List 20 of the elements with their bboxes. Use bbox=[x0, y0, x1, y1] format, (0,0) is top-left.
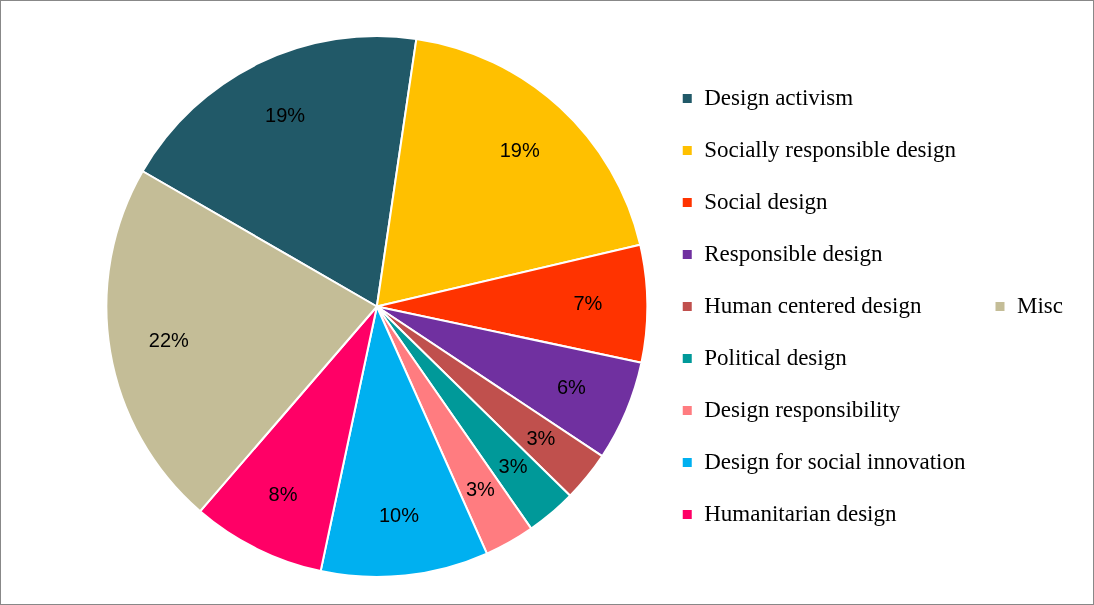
legend-label: Design for social innovation bbox=[704, 448, 966, 474]
legend-label: Design activism bbox=[704, 84, 854, 110]
legend-label: Political design bbox=[704, 344, 848, 370]
data-label: 7% bbox=[573, 291, 603, 314]
data-label: 22% bbox=[148, 329, 190, 352]
legend-label: Design responsibility bbox=[704, 396, 901, 422]
legend-label: Social design bbox=[704, 188, 829, 214]
data-label: 19% bbox=[499, 138, 540, 161]
data-label: 19% bbox=[265, 104, 306, 127]
data-label: 3% bbox=[526, 426, 556, 449]
legend-label: Humanitarian design bbox=[704, 500, 897, 526]
data-label: 3% bbox=[498, 455, 528, 478]
data-label: 8% bbox=[268, 483, 298, 505]
legend-label: Responsible design bbox=[704, 240, 883, 266]
data-label: 6% bbox=[556, 375, 587, 398]
legend-label: Socially responsible design bbox=[704, 136, 957, 162]
legend-label: Human centered design bbox=[704, 292, 922, 318]
data-label: 10% bbox=[378, 503, 420, 526]
legend-label: Misc bbox=[1017, 292, 1063, 318]
data-label: 3% bbox=[466, 477, 496, 500]
